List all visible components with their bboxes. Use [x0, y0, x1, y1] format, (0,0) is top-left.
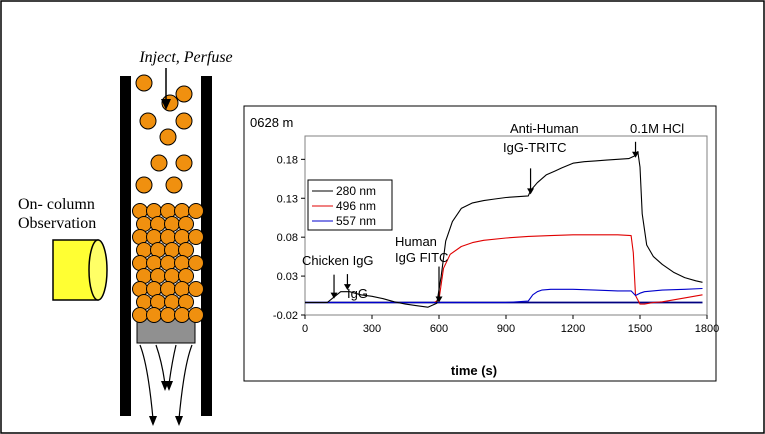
bead	[159, 128, 177, 146]
annotation-arrowhead	[527, 188, 535, 195]
bead	[188, 203, 204, 219]
annotation-arrowhead	[435, 296, 443, 303]
y-tick-label: -0.02	[273, 310, 298, 322]
bead	[150, 154, 168, 172]
chart-id-label: 0628 m	[250, 115, 293, 130]
series-280nm-line	[305, 151, 703, 308]
observation-label-line2: Observation	[18, 215, 96, 232]
bead	[174, 307, 190, 323]
annotation-arrowhead	[330, 292, 338, 299]
bead	[188, 307, 204, 323]
x-tick-label: 1500	[628, 323, 652, 335]
annotation-arrows	[330, 141, 640, 303]
x-tick-label: 600	[430, 323, 448, 335]
outflow-arrow	[168, 344, 177, 385]
annotations: Chicken IgG IgG Human IgG FITC Anti-Huma…	[302, 121, 684, 301]
annotation-anti-human-line2: IgG-TRITC	[503, 140, 567, 155]
outflow-arrows	[139, 344, 193, 420]
y-axis: -0.02 0.03 0.08 0.13 0.18	[273, 154, 305, 322]
legend-box	[307, 179, 393, 231]
outflow-arrowhead	[165, 381, 173, 391]
annotation-arrowhead	[632, 151, 640, 158]
bead	[175, 85, 193, 103]
y-tick-label: 0.18	[277, 154, 298, 166]
x-tick-label: 0	[302, 323, 308, 335]
outflow-arrow	[139, 344, 154, 420]
outflow-arrowheads	[149, 381, 183, 426]
annotation-chicken-igg: Chicken IgG	[302, 253, 374, 268]
series-layer	[305, 151, 703, 308]
inject-arrowhead	[161, 99, 171, 110]
annotation-arrowhead	[343, 284, 351, 291]
legend-label-557: 557 nm	[336, 214, 376, 228]
x-tick-label: 1200	[561, 323, 585, 335]
bead	[188, 229, 204, 245]
legend-label-496: 496 nm	[336, 199, 376, 213]
column-right-wall	[201, 76, 212, 416]
legend-label-280: 280 nm	[336, 184, 376, 198]
y-tick-label: 0.08	[277, 232, 298, 244]
annotation-human-line1: Human	[395, 234, 437, 249]
column-diagram: Inject, Perfuse On- column Observation	[18, 49, 233, 426]
bead	[165, 176, 183, 194]
annotation-hcl: 0.1M HCl	[630, 121, 684, 136]
detector-icon	[52, 239, 108, 301]
bead	[146, 307, 162, 323]
bead	[175, 112, 193, 130]
outflow-arrowhead	[175, 416, 183, 426]
series-496nm-line	[305, 234, 703, 305]
annotation-igg: IgG	[347, 286, 368, 301]
series-557nm-line	[305, 287, 703, 304]
x-axis-title: time (s)	[451, 363, 497, 378]
x-tick-label: 300	[363, 323, 381, 335]
x-tick-label: 1800	[695, 323, 719, 335]
outflow-arrowhead	[149, 416, 157, 426]
bead	[175, 154, 193, 172]
bead	[135, 74, 153, 92]
observation-label-line1: On- column	[18, 196, 95, 213]
outflow-arrow	[178, 344, 193, 420]
bead	[188, 255, 204, 271]
inject-label: Inject, Perfuse	[138, 49, 232, 66]
x-axis: 0 300 600 900 1200 1500 1800	[302, 315, 719, 335]
loose-beads	[135, 74, 193, 194]
column-left-wall	[120, 76, 131, 416]
bead	[135, 176, 153, 194]
bead	[139, 112, 157, 130]
outflow-arrow	[155, 344, 166, 385]
packed-bed	[132, 203, 204, 323]
x-tick-label: 900	[497, 323, 515, 335]
y-tick-label: 0.13	[277, 193, 298, 205]
legend: 280 nm 496 nm 557 nm	[307, 179, 393, 231]
chart: 0628 m 0 300 600 900 1200 1500 1800 -0.02 0.03 0…	[243, 105, 719, 382]
bead	[132, 307, 148, 323]
y-tick-label: 0.03	[277, 271, 298, 283]
annotation-human-line2: IgG FITC	[395, 250, 448, 265]
bead	[188, 281, 204, 297]
annotation-anti-human-line1: Anti-Human	[510, 121, 579, 136]
bead	[160, 307, 176, 323]
